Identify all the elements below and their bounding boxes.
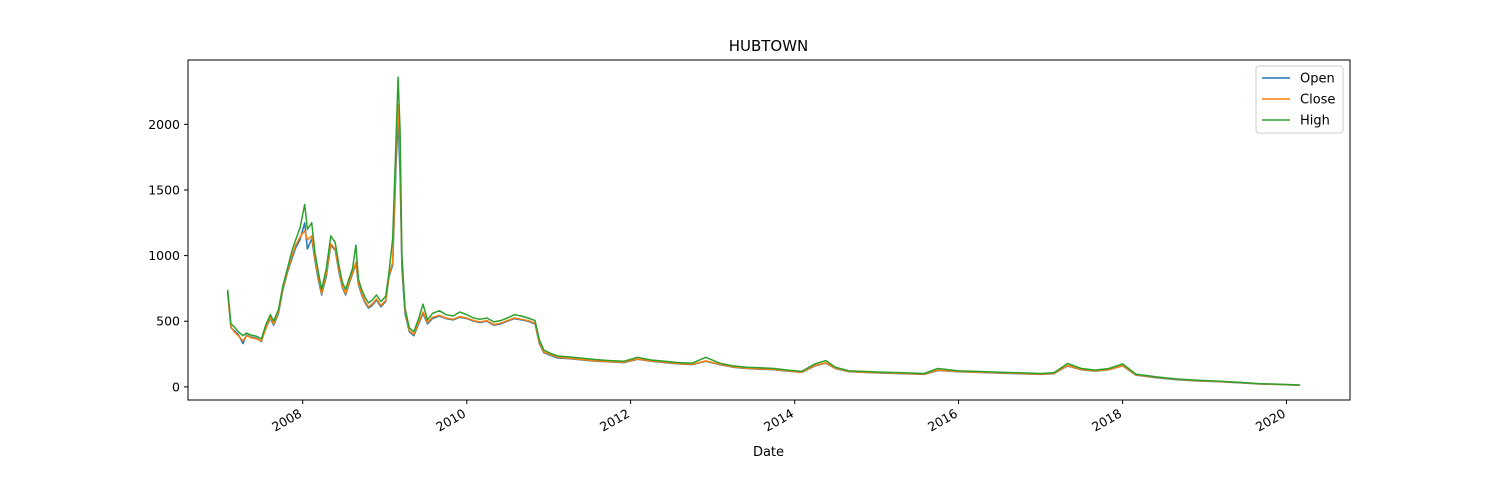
x-tick-label: 2014 (761, 406, 796, 435)
x-tick-label: 2010 (433, 406, 468, 435)
chart-title: HUBTOWN (729, 37, 809, 55)
y-tick-label: 1500 (148, 182, 180, 197)
y-axis: 0 500 1000 1500 2000 (148, 117, 188, 394)
series-line-open (226, 117, 1300, 387)
y-tick-label: 2000 (148, 117, 180, 132)
x-axis-label: Date (753, 445, 784, 460)
legend-frame (1255, 65, 1344, 134)
x-tick-label: 2012 (597, 406, 632, 435)
x-tick-label: 2016 (925, 406, 960, 435)
legend-label-open: Open (1300, 72, 1335, 87)
plot-lines (226, 76, 1300, 387)
x-axis: 2008 2010 2012 2014 2016 2018 2020 (269, 400, 1288, 435)
x-tick-label: 2018 (1089, 406, 1124, 435)
plot-frame (187, 59, 1351, 401)
series-line-high (226, 76, 1300, 386)
x-tick-label: 2020 (1253, 406, 1288, 435)
x-tick-label: 2008 (269, 406, 304, 435)
legend-label-high: High (1300, 114, 1330, 129)
y-tick-label: 500 (156, 314, 180, 329)
y-tick-label: 1000 (148, 248, 180, 263)
legend-label-close: Close (1300, 93, 1335, 108)
legend: Open Close High (1255, 65, 1344, 134)
series-line-close (226, 103, 1300, 387)
y-tick-label: 0 (172, 379, 180, 394)
